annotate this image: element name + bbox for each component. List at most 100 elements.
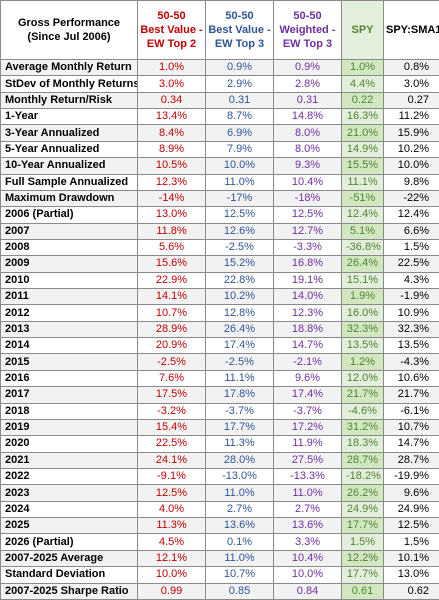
best2-header-line-3: EW Top 2: [140, 37, 203, 51]
table-row: 2006 (Partial)13.0%12.5%12.5%12.4%12.4%: [1, 207, 439, 223]
row-label: 2006 (Partial): [1, 207, 138, 223]
spy-cell: 14.9%: [342, 141, 384, 157]
best2-cell: 13.0%: [138, 207, 206, 223]
row-label: 2009: [1, 256, 138, 272]
spy-cell: 0.61: [342, 583, 384, 599]
row-label: 2013: [1, 321, 138, 337]
row-label: 5-Year Annualized: [1, 141, 138, 157]
best3-cell: 11.3%: [206, 436, 274, 452]
weighted-cell: 0.9%: [274, 60, 342, 76]
best3-cell: 7.9%: [206, 141, 274, 157]
spy-header: SPY: [342, 1, 384, 60]
weighted-cell: 10.4%: [274, 174, 342, 190]
best3-cell: 12.6%: [206, 223, 274, 239]
spy-cell: 15.5%: [342, 158, 384, 174]
spy-sma10-cell: 6.6%: [384, 223, 439, 239]
weighted-cell: 12.3%: [274, 305, 342, 321]
spy-sma10-cell: 12.5%: [384, 518, 439, 534]
weighted-cell: 12.7%: [274, 223, 342, 239]
spy-cell: 21.0%: [342, 125, 384, 141]
row-label: Monthly Return/Risk: [1, 92, 138, 108]
spy-cell: 15.1%: [342, 272, 384, 288]
row-label: 2007-2025 Average: [1, 550, 138, 566]
weighted-header-line-3: EW Top 3: [276, 37, 339, 51]
weighted-cell: 18.8%: [274, 321, 342, 337]
spy-sma10-cell: -22%: [384, 190, 439, 206]
best-value-ew-top3-header: 50-50 Best Value - EW Top 3: [206, 1, 274, 60]
row-label: 10-Year Annualized: [1, 158, 138, 174]
weighted-header-line-2: Weighted -: [276, 23, 339, 37]
best2-cell: 0.34: [138, 92, 206, 108]
best2-cell: 24.1%: [138, 452, 206, 468]
row-label: 2008: [1, 239, 138, 255]
row-label: 2017: [1, 387, 138, 403]
best3-cell: 0.85: [206, 583, 274, 599]
table-title-line-2: (Since Jul 2006): [3, 30, 135, 44]
best2-cell: -3.2%: [138, 403, 206, 419]
row-label: Full Sample Annualized: [1, 174, 138, 190]
best3-cell: 0.1%: [206, 534, 274, 550]
spy-cell: 12.0%: [342, 370, 384, 386]
spy-sma10-cell: 0.27: [384, 92, 439, 108]
best2-cell: 10.5%: [138, 158, 206, 174]
best3-cell: 8.7%: [206, 109, 274, 125]
row-label: 2021: [1, 452, 138, 468]
spy-cell: 12.4%: [342, 207, 384, 223]
best2-cell: 12.5%: [138, 485, 206, 501]
weighted-cell: -2.1%: [274, 354, 342, 370]
spy-cell: 17.7%: [342, 567, 384, 583]
spy-sma10-cell: 21.7%: [384, 387, 439, 403]
best3-cell: 10.7%: [206, 567, 274, 583]
best2-cell: 8.4%: [138, 125, 206, 141]
row-label: 2014: [1, 338, 138, 354]
best2-cell: 15.4%: [138, 419, 206, 435]
row-label: Standard Deviation: [1, 567, 138, 583]
best2-cell: 22.5%: [138, 436, 206, 452]
spy-sma10-cell: 15.9%: [384, 125, 439, 141]
row-label: 2024: [1, 501, 138, 517]
table-row: 2018-3.2%-3.7%-3.7%-4.6%-6.1%: [1, 403, 439, 419]
spy-sma10-cell: 0.8%: [384, 60, 439, 76]
row-label: 2022: [1, 468, 138, 484]
row-label: 2015: [1, 354, 138, 370]
spy-cell: 17.7%: [342, 518, 384, 534]
spy-sma10-cell: 14.7%: [384, 436, 439, 452]
table-row: 2022-9.1%-13.0%-13.3%-18.2%-19.9%: [1, 468, 439, 484]
best3-cell: 17.4%: [206, 338, 274, 354]
spy-cell: -4.6%: [342, 403, 384, 419]
weighted-cell: 2.7%: [274, 501, 342, 517]
weighted-cell: 9.3%: [274, 158, 342, 174]
spy-sma10-cell: 1.5%: [384, 534, 439, 550]
best3-cell: 11.0%: [206, 174, 274, 190]
best2-cell: 8.9%: [138, 141, 206, 157]
row-label: 2026 (Partial): [1, 534, 138, 550]
row-label: 2011: [1, 289, 138, 305]
spy-sma10-cell: -19.9%: [384, 468, 439, 484]
spy-sma10-cell: 22.5%: [384, 256, 439, 272]
spy-cell: 1.2%: [342, 354, 384, 370]
best3-cell: 28.0%: [206, 452, 274, 468]
weighted-cell: 14.8%: [274, 109, 342, 125]
best2-cell: 28.9%: [138, 321, 206, 337]
best2-cell: 12.3%: [138, 174, 206, 190]
spy-sma10-cell: -4.3%: [384, 354, 439, 370]
row-label: Average Monthly Return: [1, 60, 138, 76]
weighted-cell: 14.0%: [274, 289, 342, 305]
spy-cell: 1.5%: [342, 534, 384, 550]
header-row: Gross Performance (Since Jul 2006) 50-50…: [1, 1, 439, 60]
best2-cell: -14%: [138, 190, 206, 206]
weighted-cell: -3.7%: [274, 403, 342, 419]
best2-header-line-2: Best Value -: [140, 23, 203, 37]
row-label: 2007: [1, 223, 138, 239]
spy-sma10-cell: 1.5%: [384, 239, 439, 255]
row-label: 2016: [1, 370, 138, 386]
best3-cell: -3.7%: [206, 403, 274, 419]
